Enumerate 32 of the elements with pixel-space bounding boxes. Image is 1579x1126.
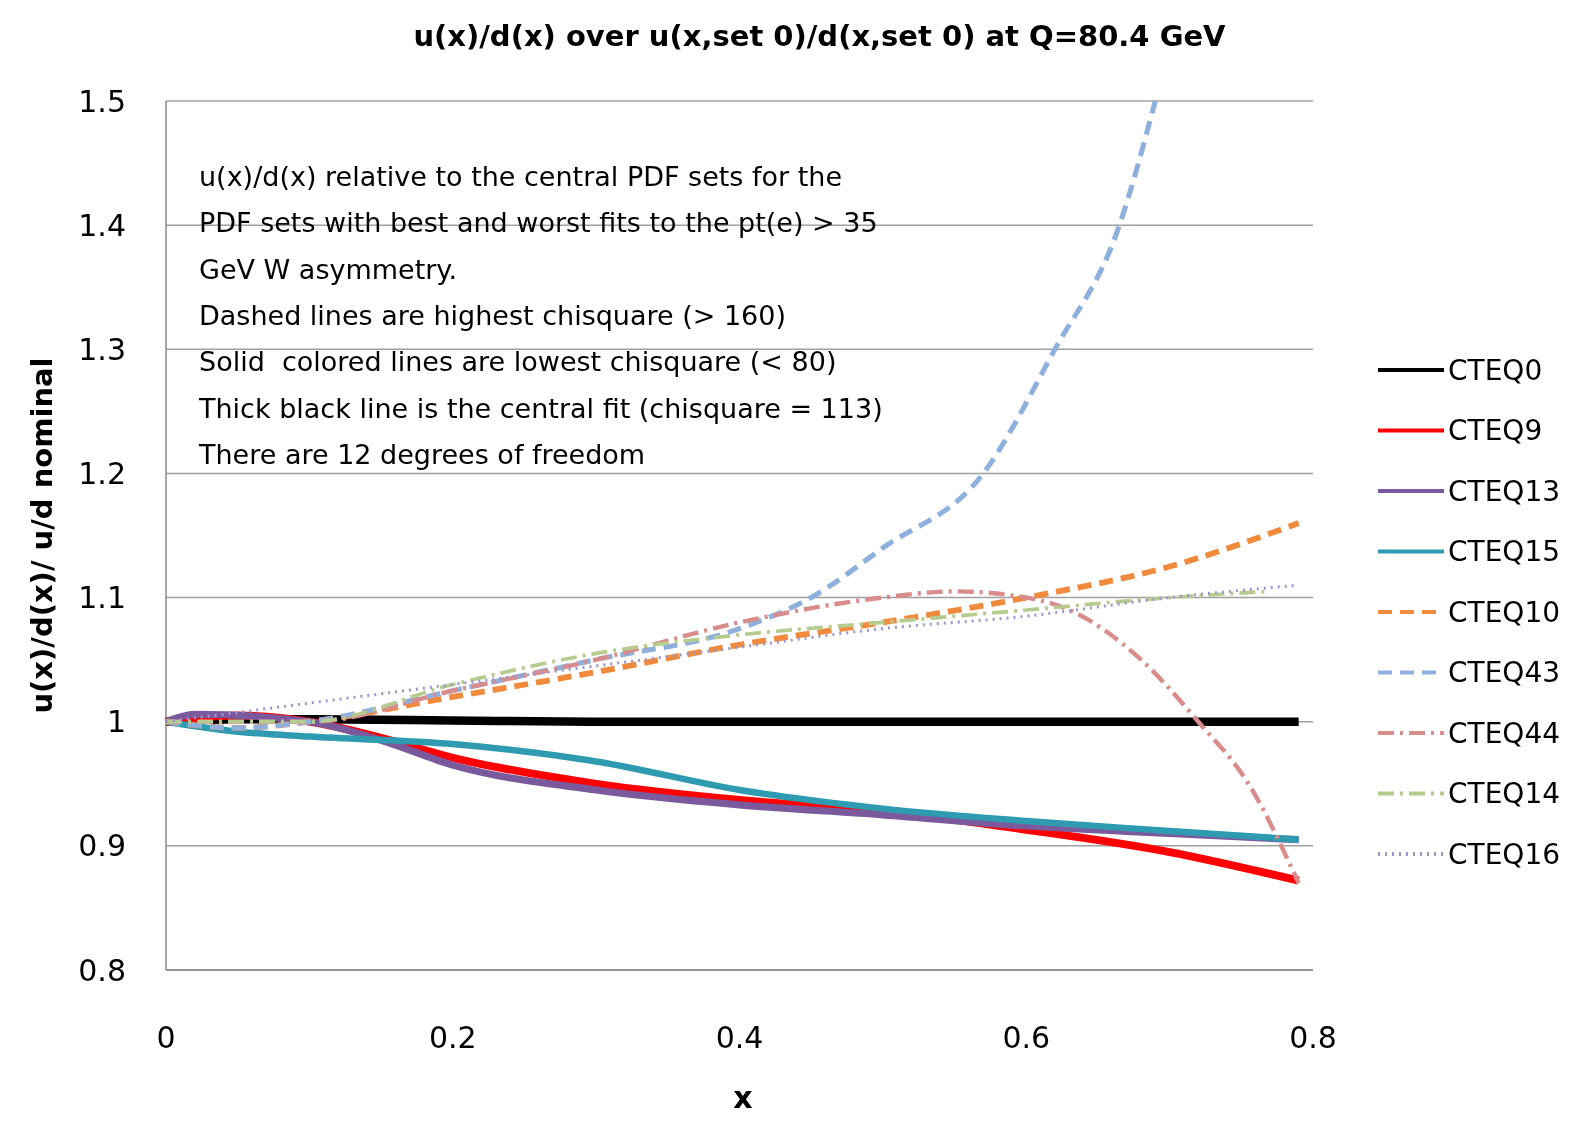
x-axis-title: x [733, 1080, 753, 1115]
annotation: There are 12 degrees of freedom [198, 438, 646, 470]
legend-label: CTEQ10 [1448, 595, 1561, 629]
annotation: u(x)/d(x) relative to the central PDF sets for the [199, 161, 843, 192]
y-tick-label: 0.8 [78, 952, 126, 988]
legend-label: CTEQ9 [1448, 414, 1543, 448]
y-axis-title: u(x)/d(x)/ u/d nominal [25, 357, 59, 714]
y-tick-label: 1.1 [78, 580, 126, 616]
x-tick-label: 0.2 [428, 1020, 477, 1055]
annotation: PDF sets with best and worst fits to the pt(e) > 35 [199, 207, 878, 239]
y-tick-label: 1.5 [78, 83, 126, 119]
legend-label: CTEQ44 [1448, 716, 1561, 750]
y-tick-label: 1 [106, 704, 126, 740]
legend-label: CTEQ16 [1448, 837, 1561, 871]
legend-label: CTEQ43 [1448, 656, 1561, 690]
legend-label: CTEQ14 [1448, 777, 1561, 811]
x-tick-label: 0 [156, 1020, 176, 1055]
legend-label: CTEQ0 [1448, 353, 1543, 387]
x-tick-label: 0.8 [1289, 1020, 1337, 1055]
y-tick-label: 1.3 [78, 331, 126, 367]
x-tick-label: 0.4 [715, 1020, 764, 1055]
annotation: Solid colored lines are lowest chisquare (< 80) [199, 346, 837, 378]
annotation: Thick black line is the central fit (chisquare = 113) [198, 392, 883, 424]
legend-label: CTEQ15 [1448, 535, 1561, 569]
annotation: GeV W asymmetry. [199, 253, 458, 285]
legend-label: CTEQ13 [1448, 474, 1561, 508]
annotation: Dashed lines are highest chisquare (> 160) [199, 299, 787, 331]
chart-title: u(x)/d(x) over u(x,set 0)/d(x,set 0) at Q=80.4 GeV [413, 19, 1227, 53]
x-tick-label: 0.6 [1002, 1020, 1051, 1055]
y-tick-label: 1.4 [78, 207, 126, 243]
y-tick-label: 0.9 [78, 828, 126, 864]
y-tick-label: 1.2 [78, 455, 126, 491]
